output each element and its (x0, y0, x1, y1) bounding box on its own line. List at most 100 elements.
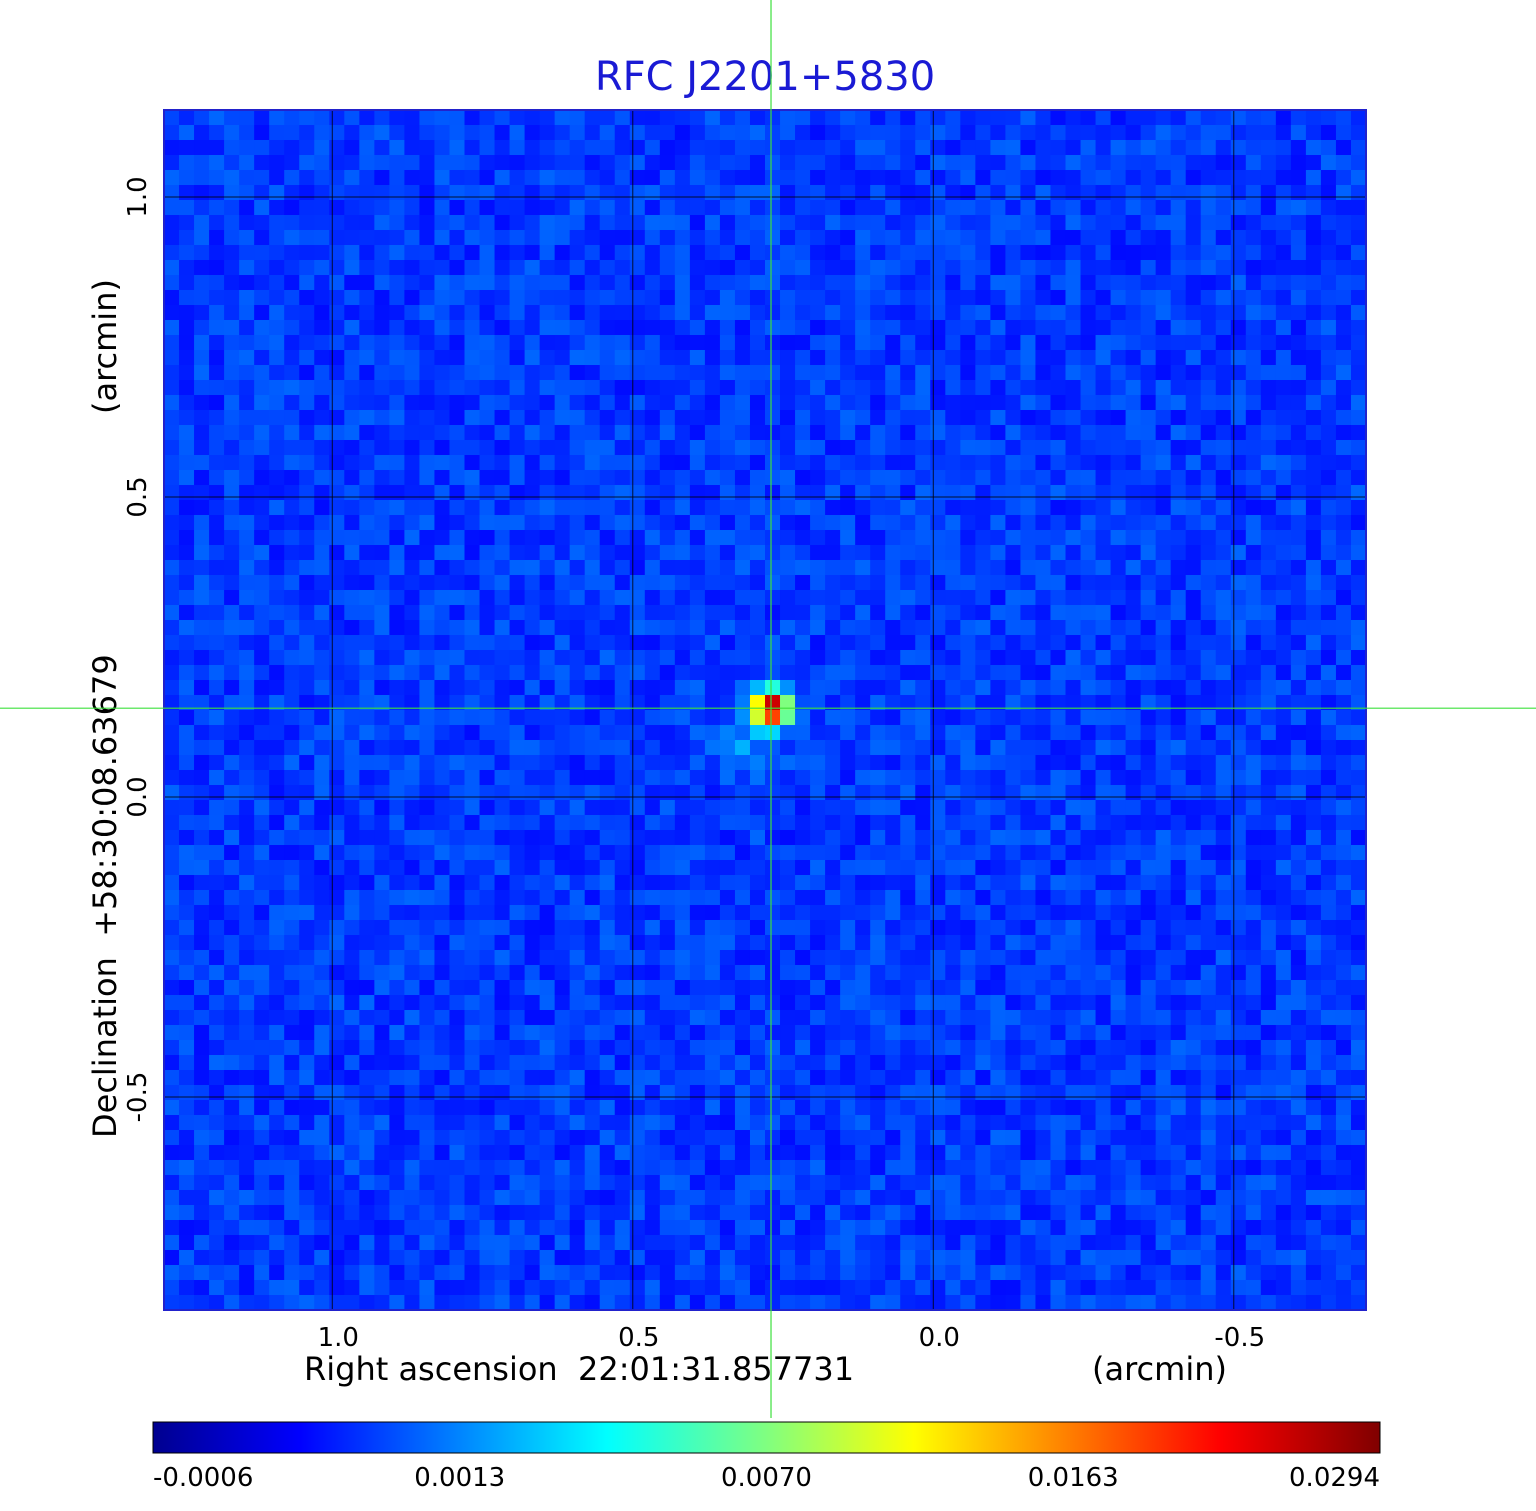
image-pixel (1215, 1025, 1232, 1041)
image-pixel (1335, 620, 1352, 636)
image-pixel (674, 590, 691, 606)
image-pixel (1215, 890, 1232, 906)
image-pixel (599, 770, 616, 786)
image-pixel (795, 995, 811, 1011)
image-pixel (1215, 425, 1232, 441)
image-pixel (629, 560, 646, 576)
image-pixel (1170, 410, 1187, 426)
image-pixel (1155, 305, 1172, 321)
image-pixel (1215, 350, 1232, 366)
image-pixel (344, 125, 360, 141)
image-pixel (209, 605, 225, 621)
image-pixel (960, 635, 976, 651)
image-pixel (1245, 815, 1262, 831)
image-pixel (659, 800, 676, 816)
image-pixel (795, 545, 811, 561)
image-pixel (945, 680, 961, 696)
image-pixel (900, 830, 916, 846)
image-pixel (990, 215, 1007, 231)
image-pixel (1095, 875, 1112, 891)
image-pixel (1080, 995, 1097, 1011)
image-pixel (1005, 635, 1022, 651)
image-pixel (930, 815, 946, 831)
image-pixel (1335, 935, 1352, 951)
image-pixel (990, 485, 1007, 501)
image-pixel (885, 155, 901, 171)
image-pixel (299, 140, 315, 156)
image-pixel (1290, 620, 1307, 636)
image-pixel (765, 665, 781, 681)
image-pixel (810, 275, 826, 291)
image-pixel (780, 665, 796, 681)
image-pixel (704, 320, 721, 336)
image-pixel (1350, 440, 1366, 456)
image-pixel (194, 665, 210, 681)
image-pixel (1215, 665, 1232, 681)
image-pixel (1050, 410, 1067, 426)
image-pixel (359, 950, 375, 966)
image-pixel (629, 350, 646, 366)
image-pixel (389, 830, 406, 846)
image-pixel (659, 725, 676, 741)
image-pixel (239, 1025, 255, 1041)
image-pixel (389, 560, 406, 576)
image-pixel (524, 275, 541, 291)
image-pixel (1185, 530, 1202, 546)
image-pixel (1335, 950, 1352, 966)
image-pixel (1305, 410, 1322, 426)
image-pixel (224, 380, 240, 396)
image-pixel (584, 440, 601, 456)
image-pixel (389, 785, 406, 801)
image-pixel (795, 665, 811, 681)
image-pixel (389, 1010, 406, 1026)
image-pixel (374, 455, 390, 471)
image-pixel (704, 575, 721, 591)
image-pixel (644, 140, 661, 156)
image-pixel (990, 560, 1007, 576)
image-pixel (1020, 470, 1037, 486)
image-pixel (689, 770, 706, 786)
image-pixel (179, 395, 195, 411)
image-pixel (404, 440, 421, 456)
image-pixel (1080, 545, 1097, 561)
image-pixel (554, 350, 571, 366)
image-pixel (1065, 695, 1082, 711)
image-pixel (810, 200, 826, 216)
image-pixel (1140, 275, 1157, 291)
image-pixel (239, 845, 255, 861)
image-pixel (269, 155, 285, 171)
image-pixel (1215, 305, 1232, 321)
image-pixel (765, 275, 781, 291)
image-pixel (825, 710, 841, 726)
image-pixel (749, 950, 766, 966)
image-pixel (1230, 110, 1247, 126)
image-pixel (840, 920, 856, 936)
image-pixel (599, 995, 616, 1011)
image-pixel (494, 620, 511, 636)
image-pixel (1080, 815, 1097, 831)
image-pixel (209, 620, 225, 636)
image-pixel (765, 335, 781, 351)
image-pixel (1230, 275, 1247, 291)
image-pixel (164, 485, 180, 501)
image-pixel (659, 470, 676, 486)
image-pixel (975, 575, 991, 591)
image-pixel (1050, 140, 1067, 156)
image-pixel (1185, 545, 1202, 561)
image-pixel (1335, 320, 1352, 336)
image-pixel (1230, 395, 1247, 411)
image-pixel (749, 740, 766, 756)
image-pixel (239, 470, 255, 486)
image-pixel (870, 440, 886, 456)
image-pixel (825, 665, 841, 681)
image-pixel (509, 650, 526, 666)
image-pixel (765, 890, 781, 906)
image-pixel (765, 785, 781, 801)
image-pixel (1185, 755, 1202, 771)
image-pixel (1110, 620, 1127, 636)
image-pixel (780, 260, 796, 276)
image-pixel (689, 305, 706, 321)
image-pixel (870, 530, 886, 546)
image-pixel (179, 605, 195, 621)
image-pixel (1080, 950, 1097, 966)
